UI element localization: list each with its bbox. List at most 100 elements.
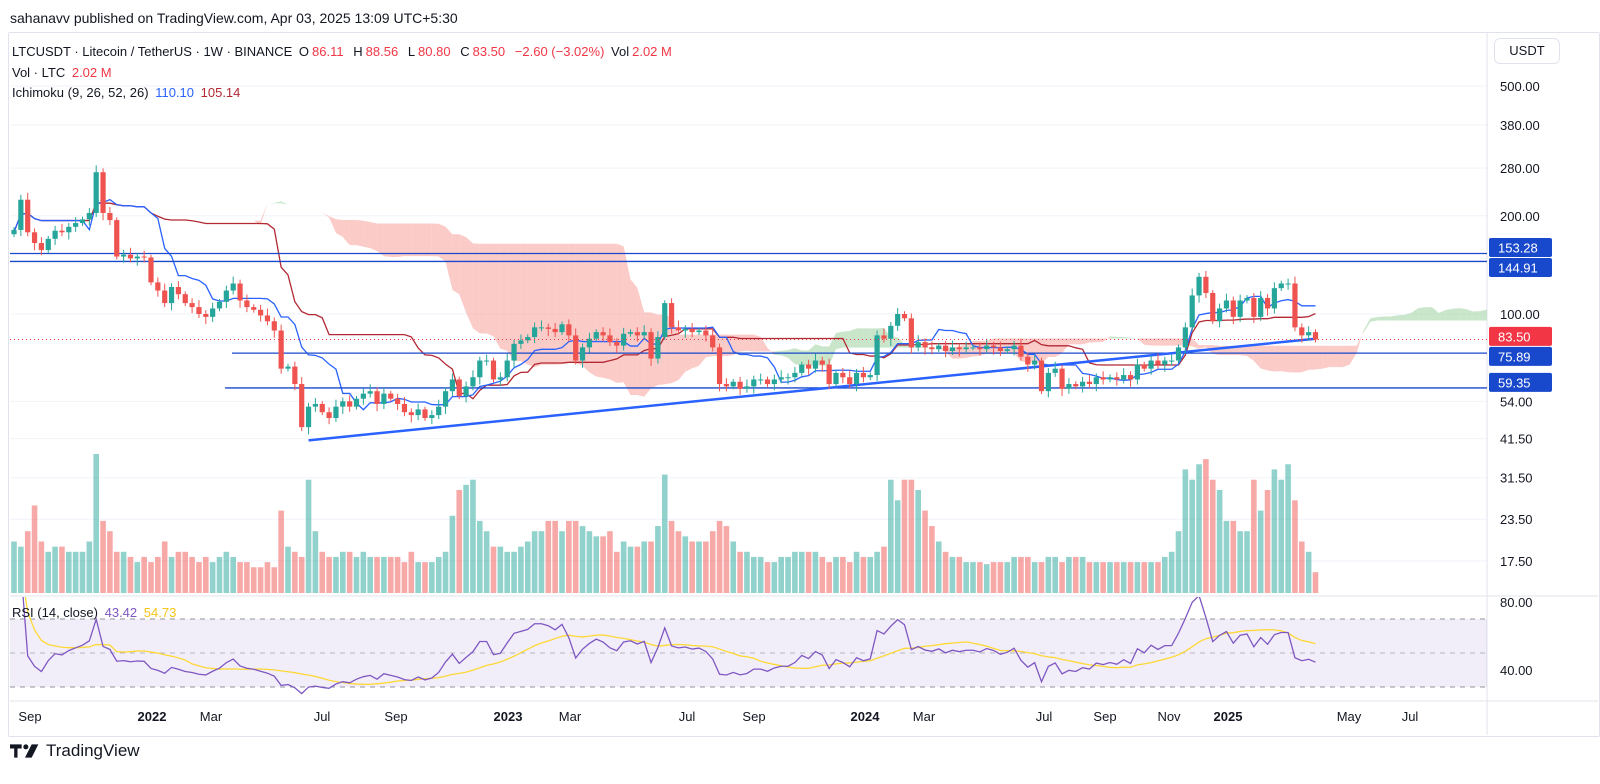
volume-bar	[538, 531, 545, 593]
candle-body	[552, 328, 558, 333]
volume-bar	[627, 546, 634, 593]
symbol-title[interactable]: LTCUSDT · Litecoin / TetherUS · 1W · BIN…	[12, 44, 293, 59]
volume-bar	[230, 556, 236, 593]
volume-bar	[661, 474, 668, 593]
volume-bar	[888, 479, 894, 593]
volume-bar	[66, 551, 72, 593]
volume-bar	[477, 520, 483, 593]
candle-body	[1018, 345, 1024, 357]
volume-bar	[648, 541, 654, 593]
ichimoku-cloud-segment	[1438, 310, 1446, 321]
volume-bar	[175, 551, 182, 593]
ichimoku-cloud-segment	[1397, 314, 1405, 321]
candle-body	[79, 219, 86, 224]
candle-body	[210, 308, 216, 317]
volume-bar	[381, 556, 387, 593]
volume-bar	[298, 556, 305, 593]
volume-bar	[819, 556, 826, 593]
candle-body	[963, 347, 969, 350]
ichimoku-cloud-segment	[397, 223, 405, 258]
volume-bar	[826, 562, 832, 593]
volume-bar	[278, 510, 284, 593]
ichimoku-cloud-segment	[836, 331, 843, 350]
candle-body	[1066, 384, 1072, 389]
volume-bar	[1155, 562, 1161, 593]
volume-bar	[572, 520, 579, 593]
candle-body	[216, 301, 223, 309]
volume-indicator-label: Vol · LTC	[12, 65, 66, 80]
volume-bar	[1312, 572, 1319, 593]
volume-bar	[614, 551, 620, 593]
level-price-label: 75.89	[1498, 349, 1531, 364]
candle-body	[196, 307, 202, 314]
ichimoku-cloud-segment	[863, 328, 871, 348]
candle-body	[915, 342, 921, 348]
candle-body	[895, 314, 901, 326]
volume-bar	[559, 531, 565, 593]
ichimoku-cloud-segment	[1260, 345, 1268, 371]
volume-bar	[1216, 490, 1223, 593]
volume-bar	[449, 515, 456, 593]
candle-body	[1148, 360, 1154, 369]
volume-bar	[1230, 520, 1237, 593]
vol-value: 2.02 M	[632, 44, 672, 59]
candle-body	[114, 220, 120, 257]
ichimoku-cloud-segment	[281, 201, 288, 205]
volume-bar	[1244, 531, 1250, 593]
volume-bar	[1031, 562, 1038, 593]
candle-body	[538, 327, 545, 329]
candle-body	[1121, 375, 1127, 380]
close-label: C	[460, 44, 470, 59]
ichimoku-cloud-segment	[1349, 345, 1357, 365]
candle-body	[1025, 356, 1031, 365]
volume-bar	[709, 531, 716, 593]
candle-body	[388, 393, 394, 399]
ichimoku-cloud-segment	[548, 243, 556, 365]
candle-body	[429, 415, 435, 419]
volume-bar	[271, 567, 278, 593]
volume-bar	[805, 551, 812, 593]
volume-bar	[524, 541, 531, 593]
rsi-pane	[10, 597, 1487, 695]
volume-bar	[997, 562, 1004, 593]
price-tick-label: 17.50	[1500, 554, 1533, 569]
candle-body	[1244, 297, 1250, 301]
ichimoku-legend[interactable]: Ichimoku (9, 26, 52, 26) 110.10 105.14	[12, 85, 243, 100]
volume-bar	[1189, 479, 1195, 593]
rsi-legend[interactable]: RSI (14, close) 43.42 54.73	[12, 605, 179, 620]
level-price-label: 144.91	[1498, 260, 1538, 275]
candle-body	[31, 232, 38, 244]
volume-bar	[744, 551, 750, 593]
tradingview-logo[interactable]: TradingView	[10, 741, 140, 761]
candle-body	[100, 172, 106, 213]
candle-body	[662, 303, 668, 338]
ichimoku-cloud-segment	[883, 327, 891, 348]
candle-body	[737, 381, 743, 389]
candle-body	[59, 230, 65, 233]
ichimoku-cloud-segment	[1123, 336, 1131, 339]
candle-body	[121, 254, 127, 257]
time-axis-label: Mar	[558, 709, 582, 724]
rsi-value: 43.42	[104, 605, 138, 620]
ichimoku-cloud-segment	[322, 212, 330, 218]
ichimoku-cloud-segment	[500, 243, 508, 351]
volume-bar	[319, 551, 326, 593]
volume-bar	[353, 556, 360, 593]
volume-bar	[771, 562, 778, 593]
volume-bar	[216, 556, 223, 593]
candle-body	[1299, 327, 1305, 336]
volume-bar	[949, 556, 956, 593]
price-tick-label: 500.00	[1500, 79, 1540, 94]
candle-body	[1169, 360, 1175, 362]
volume-bar	[1141, 562, 1148, 593]
volume-bar	[38, 541, 45, 593]
ichimoku-cloud-segment	[1000, 338, 1008, 354]
volume-legend[interactable]: Vol · LTC 2.02 M	[12, 65, 115, 80]
price-tick-label: 41.50	[1500, 432, 1533, 447]
candle-body	[326, 412, 332, 419]
currency-button[interactable]: USDT	[1494, 38, 1560, 64]
candle-body	[984, 345, 990, 350]
volume-bar	[977, 562, 983, 593]
price-tick-label: 31.50	[1500, 471, 1533, 486]
